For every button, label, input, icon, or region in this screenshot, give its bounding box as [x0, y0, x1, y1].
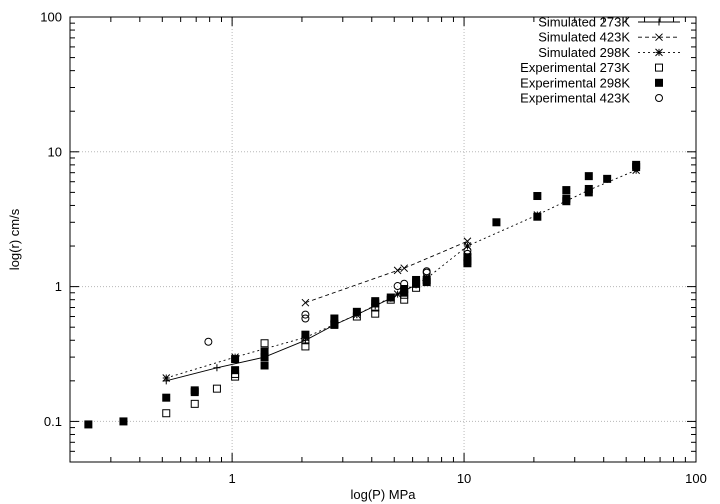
y-tick-label: 0.1 [44, 414, 62, 429]
data-point [260, 339, 269, 348]
data-point [231, 366, 240, 375]
data-point [260, 361, 269, 370]
data-point [422, 275, 431, 284]
legend-label: Simulated 273K [538, 15, 630, 30]
data-point [393, 266, 402, 275]
data-point [412, 275, 421, 284]
y-tick-label: 100 [40, 10, 62, 25]
data-point [301, 310, 310, 319]
data-point [301, 342, 310, 351]
data-point [371, 309, 380, 318]
series-experimental-423k [204, 246, 472, 346]
data-point [301, 330, 310, 339]
data-point [393, 290, 402, 298]
legend-label: Experimental 423K [520, 91, 630, 106]
y-tick-label: 10 [48, 144, 62, 159]
legend-entry: Experimental 273K [520, 60, 663, 75]
series-simulated-273k [162, 281, 420, 385]
data-point [463, 246, 472, 255]
data-point [190, 386, 199, 395]
data-point [492, 218, 501, 227]
data-point [231, 355, 240, 364]
data-point [301, 314, 310, 323]
data-point [422, 267, 431, 276]
data-point [301, 298, 310, 307]
plot-frame [69, 16, 697, 463]
data-point [400, 285, 409, 294]
legend-marker [655, 33, 663, 42]
data-point [204, 337, 213, 346]
x-axis-label: log(P) MPa [350, 487, 416, 502]
x-tick-label: 10 [457, 471, 471, 486]
legend-marker [655, 18, 663, 26]
data-point [260, 347, 269, 356]
data-point [371, 297, 380, 306]
legend-marker [655, 48, 663, 57]
series-simulated-423k [301, 237, 472, 307]
x-tick-label: 100 [685, 471, 707, 486]
data-point [562, 186, 571, 195]
data-point [603, 174, 612, 183]
data-point [162, 409, 171, 418]
data-point [533, 212, 542, 221]
legend-label: Simulated 423K [538, 30, 630, 45]
data-point [84, 420, 93, 429]
series-experimental-298k [84, 160, 641, 429]
legend-marker [655, 78, 663, 87]
legend-entry: Simulated 273K [538, 15, 680, 30]
data-point [584, 184, 593, 193]
axes: 1 10 100 0.1 1 10 100 [40, 10, 707, 487]
data-point [400, 295, 409, 304]
data-point [212, 384, 221, 393]
series [84, 160, 641, 429]
data-point [463, 242, 472, 250]
legend-entry: Simulated 298K [538, 45, 680, 60]
data-point [386, 293, 395, 302]
data-point [400, 279, 409, 288]
data-point [330, 314, 339, 323]
data-point [213, 364, 221, 372]
data-point [352, 307, 361, 316]
data-point [400, 264, 409, 273]
legend-label: Experimental 298K [520, 75, 630, 90]
data-point [162, 393, 171, 402]
grid [70, 17, 696, 462]
legend-marker [655, 94, 663, 102]
data-point [533, 192, 542, 201]
data-point [584, 172, 593, 181]
legend-marker [655, 63, 663, 72]
data-point [162, 374, 171, 382]
y-tick-label: 1 [55, 279, 62, 294]
legend-label: Simulated 298K [538, 45, 630, 60]
series-line [305, 240, 468, 304]
data-point [119, 417, 128, 426]
legend-entry: Simulated 423K [538, 30, 680, 45]
legend-label: Experimental 273K [520, 60, 630, 75]
legend-entry: Experimental 298K [520, 75, 663, 90]
data-point [190, 399, 199, 408]
y-axis-label: log(r) cm/s [7, 208, 22, 270]
data-point [463, 249, 472, 258]
data-point [393, 282, 402, 291]
series-experimental-273k [162, 279, 421, 418]
legend-entry: Experimental 423K [520, 91, 663, 106]
x-tick-label: 1 [229, 471, 236, 486]
data-point [632, 160, 641, 169]
data-point [562, 194, 571, 203]
